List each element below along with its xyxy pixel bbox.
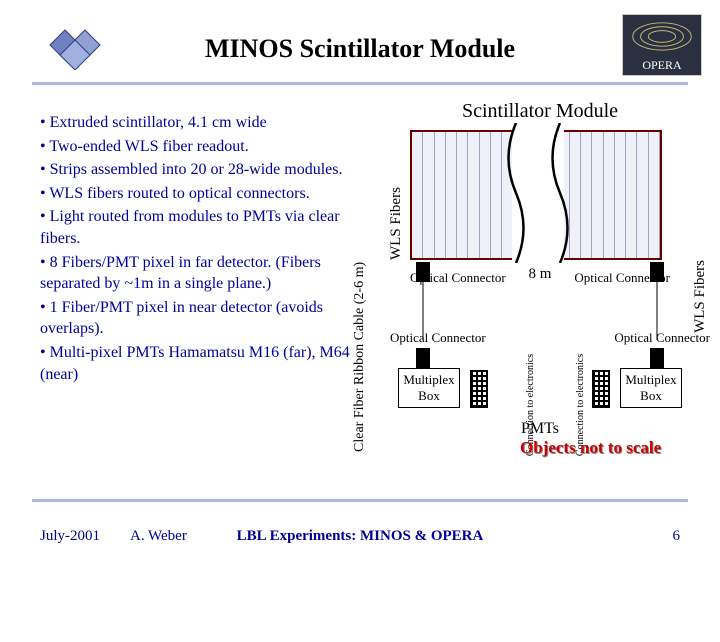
bullet-item: • Light routed from modules to PMTs via …: [40, 206, 360, 249]
bullet-item: • 1 Fiber/PMT pixel in near detector (av…: [40, 297, 360, 340]
slide-header: MINOS Scintillator Module OPERA: [0, 8, 720, 78]
footer-page: 6: [673, 528, 681, 545]
diagram-title: Scintillator Module: [380, 100, 700, 123]
scint-strip: [626, 132, 637, 258]
optical-connector-box-br: [650, 348, 664, 368]
scint-strip: [637, 132, 648, 258]
multiplex-label-right: Multiplex Box: [625, 372, 676, 403]
scint-strip: [457, 132, 468, 258]
multiplex-label-left: Multiplex Box: [403, 372, 454, 403]
optical-connector-box-bl: [416, 348, 430, 368]
footer-rule: [32, 499, 688, 502]
scint-strip: [592, 132, 603, 258]
scint-strip: [604, 132, 615, 258]
optical-connector-label-bl: Optical Connector: [390, 330, 486, 346]
bullet-item: • Strips assembled into 20 or 28-wide mo…: [40, 159, 360, 181]
bullet-item: • Extruded scintillator, 4.1 cm wide: [40, 112, 360, 134]
pmt-box-right: [592, 370, 610, 408]
scintillator-break: [512, 128, 564, 266]
slide-title: MINOS Scintillator Module: [0, 34, 720, 64]
scint-strip: [581, 132, 592, 258]
break-curve-right: [550, 123, 570, 263]
scint-strip: [615, 132, 626, 258]
scint-strip: [423, 132, 434, 258]
scintillator-body: [410, 130, 662, 260]
bullet-item: • Multi-pixel PMTs Hamamatsu M16 (far), …: [40, 342, 360, 385]
scint-strip: [435, 132, 446, 258]
multiplex-box-left: Multiplex Box: [398, 368, 460, 408]
scint-strip: [480, 132, 491, 258]
wls-fibers-label-left: WLS Fibers: [388, 187, 405, 260]
scint-strip: [649, 132, 660, 258]
logo-opera: OPERA: [622, 14, 702, 76]
scintillator-diagram: Scintillator Module WLS Fibers WLS Fiber…: [380, 100, 700, 470]
scint-strip: [446, 132, 457, 258]
pmt-box-left: [470, 370, 488, 408]
scint-strip: [468, 132, 479, 258]
bullet-item: • Two-ended WLS fiber readout.: [40, 136, 360, 158]
opera-label: OPERA: [623, 58, 701, 73]
optical-connector-label-br: Optical Connector: [614, 330, 710, 346]
scint-strip: [412, 132, 423, 258]
header-rule: [32, 82, 688, 85]
bullet-item: • 8 Fibers/PMT pixel in far detector. (F…: [40, 252, 360, 295]
bullet-item: • WLS fibers routed to optical connector…: [40, 183, 360, 205]
pmts-label: PMTs: [380, 420, 700, 438]
scint-strip: [491, 132, 502, 258]
bullet-list: • Extruded scintillator, 4.1 cm wide• Tw…: [40, 112, 360, 387]
footer-center: LBL Experiments: MINOS & OPERA: [0, 528, 720, 545]
scint-strip: [570, 132, 581, 258]
not-to-scale-label: Objects not to scale: [520, 438, 661, 458]
clear-fiber-cable-label-left: Clear Fiber Ribbon Cable (2-6 m): [352, 262, 368, 452]
break-curve-left: [506, 123, 526, 263]
multiplex-box-right: Multiplex Box: [620, 368, 682, 408]
